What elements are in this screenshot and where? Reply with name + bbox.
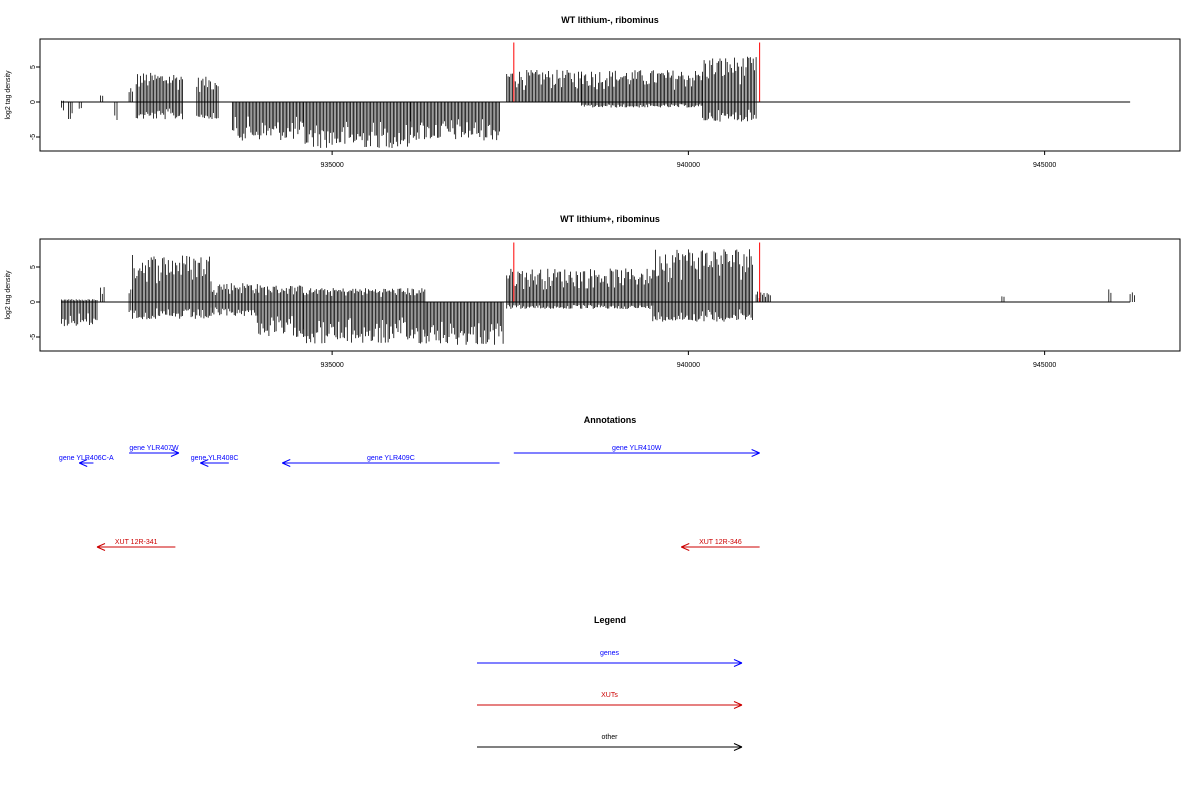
coverage-panel-lithium-minus: WT lithium-, ribominus log2 tag density … (5, 15, 1181, 169)
gene-arrow (513, 449, 760, 457)
gene-arrow (78, 459, 94, 467)
x-tick-label: 935000 (320, 162, 343, 169)
gene-arrow (129, 449, 180, 457)
region-markers (513, 42, 761, 102)
x-tick-label: 940000 (677, 362, 700, 369)
x-axis: 935000 940000 945000 (320, 351, 1056, 369)
y-tick-label: 0 (30, 100, 37, 104)
legend-items: genes XUTs other (477, 650, 743, 751)
gene-label: gene YLR406C-A (59, 455, 114, 462)
y-axis: -5 0 5 (30, 65, 40, 140)
y-axis: -5 0 5 (30, 265, 40, 340)
panel-title: WT lithium-, ribominus (561, 15, 659, 25)
legend-label: XUTs (601, 692, 618, 699)
y-axis-title: log2 tag density (5, 270, 12, 320)
x-tick-label: 935000 (320, 362, 343, 369)
gene-label: gene YLR408C (191, 455, 239, 462)
gene-label: gene YLR409C (367, 455, 415, 462)
coverage-bars (61, 56, 757, 148)
x-tick-label: 940000 (677, 162, 700, 169)
region-markers (513, 242, 761, 302)
gene-label: gene YLR407W (129, 445, 179, 452)
coverage-bars (61, 249, 1135, 345)
legend-arrow (477, 743, 743, 751)
gene-annotations: gene YLR406C-A gene YLR407W gene YLR408C ge… (59, 445, 760, 467)
xut-label: XUT 12R-346 (699, 539, 742, 546)
y-tick-label: 0 (30, 300, 37, 304)
x-axis: 935000 940000 945000 (320, 151, 1056, 169)
legend-title: Legend (594, 615, 626, 625)
y-tick-label: 5 (30, 65, 37, 69)
xut-arrow (96, 543, 176, 551)
annotations-title: Annotations (584, 415, 637, 425)
gene-arrow (200, 459, 229, 467)
coverage-panel-lithium-plus: WT lithium+, ribominus log2 tag density … (5, 214, 1181, 369)
xut-arrow (681, 543, 760, 551)
y-tick-label: -5 (30, 134, 37, 140)
xut-annotations: XUT 12R-341 XUT 12R-346 (96, 539, 760, 551)
panel-title: WT lithium+, ribominus (560, 214, 660, 224)
gene-label: gene YLR410W (612, 445, 662, 452)
x-tick-label: 945000 (1033, 162, 1056, 169)
y-tick-label: -5 (30, 334, 37, 340)
x-tick-label: 945000 (1033, 362, 1056, 369)
legend-arrow (477, 659, 743, 667)
legend-arrow (477, 701, 743, 709)
y-tick-label: 5 (30, 265, 37, 269)
legend: Legend genes XUTs other (477, 615, 743, 751)
y-axis-title: log2 tag density (5, 70, 12, 120)
plot-frame (39, 38, 1181, 152)
legend-label: genes (600, 650, 620, 657)
xut-label: XUT 12R-341 (115, 539, 158, 546)
gene-arrow (282, 459, 500, 467)
plot-frame (39, 238, 1181, 352)
legend-label: other (602, 734, 619, 741)
